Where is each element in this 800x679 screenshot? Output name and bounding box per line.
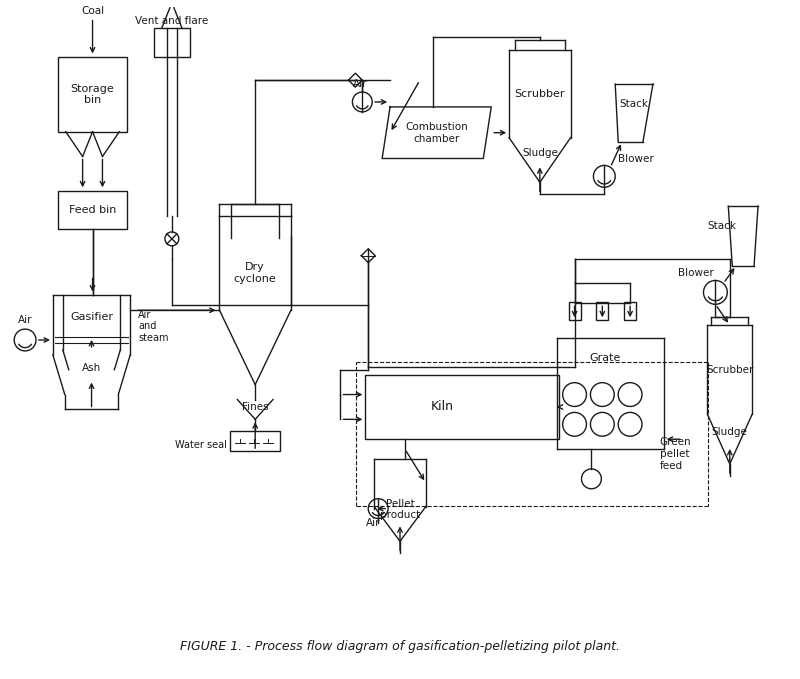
- Text: Air: Air: [366, 519, 381, 528]
- Text: Pellet
product: Pellet product: [380, 499, 420, 520]
- Text: Vent and flare: Vent and flare: [135, 16, 209, 26]
- Text: Ash: Ash: [82, 363, 101, 373]
- Text: Air: Air: [18, 315, 32, 325]
- Text: Kiln: Kiln: [430, 401, 454, 414]
- Text: Fines: Fines: [242, 403, 269, 412]
- Text: FIGURE 1. - Process flow diagram of gasification-pelletizing pilot plant.: FIGURE 1. - Process flow diagram of gasi…: [180, 640, 620, 653]
- Text: Water seal: Water seal: [174, 440, 226, 450]
- Text: Storage
bin: Storage bin: [70, 84, 114, 105]
- Bar: [58, 191, 127, 229]
- Text: Green
pellet
feed: Green pellet feed: [660, 437, 691, 471]
- Text: Dry
cyclone: Dry cyclone: [234, 262, 277, 284]
- Text: Stack: Stack: [619, 99, 648, 109]
- Text: Scrubber: Scrubber: [706, 365, 754, 375]
- Text: Gasifier: Gasifier: [70, 312, 113, 322]
- Bar: [366, 375, 558, 439]
- Text: Feed bin: Feed bin: [69, 205, 116, 215]
- Text: Combustion
chamber: Combustion chamber: [406, 122, 468, 143]
- Bar: [58, 57, 127, 132]
- Bar: [596, 302, 608, 320]
- Text: Scrubber: Scrubber: [514, 89, 565, 99]
- Bar: [230, 431, 280, 451]
- Text: Grate: Grate: [590, 353, 621, 363]
- Bar: [154, 28, 190, 57]
- Text: Air
and
steam: Air and steam: [138, 310, 169, 343]
- Bar: [624, 302, 636, 320]
- Text: Sludge: Sludge: [522, 147, 558, 158]
- Text: Air: Air: [353, 79, 367, 89]
- Bar: [569, 302, 581, 320]
- Text: Blower: Blower: [678, 268, 714, 278]
- Text: Stack: Stack: [708, 221, 737, 231]
- Text: Sludge: Sludge: [712, 427, 748, 437]
- Text: Blower: Blower: [618, 155, 654, 164]
- Text: Coal: Coal: [81, 5, 104, 16]
